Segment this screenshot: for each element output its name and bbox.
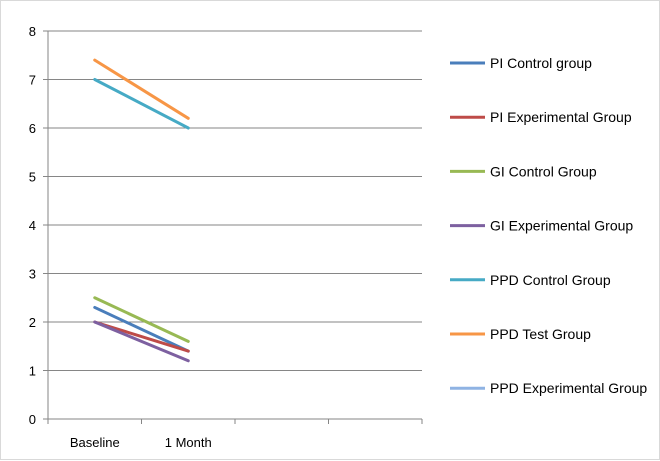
series-line [93,296,190,343]
x-tick-label: Baseline [70,435,120,450]
y-tick-label: 4 [29,218,36,233]
x-tick-label: 1 Month [165,435,212,450]
y-tick-label: 3 [29,267,36,282]
y-tick-label: 0 [29,412,36,427]
y-tick-label: 2 [29,315,36,330]
x-tick-labels: Baseline 1 Month [70,435,212,450]
y-tick-label: 8 [29,24,36,39]
legend-label: PPD Test Group [490,326,591,342]
legend-label: GI Control Group [490,163,597,179]
legend-label: PI Control group [490,55,592,71]
series-line [93,58,190,120]
legend-label: PPD Experimental Group [490,380,647,396]
series-line [93,320,190,363]
y-tick-labels: 0 1 2 3 4 5 6 7 8 [29,24,36,427]
series-line [93,305,190,353]
axes [43,30,423,424]
y-tick-label: 6 [29,121,36,136]
series-lines [93,58,190,363]
legend-label: PI Experimental Group [490,109,632,125]
legend: PI Control group PI Experimental Group GI … [450,55,647,396]
y-tick-label: 5 [29,170,36,185]
legend-label: PPD Control Group [490,272,611,288]
y-tick-label: 7 [29,73,36,88]
series-line [93,78,190,130]
y-tick-label: 1 [29,364,36,379]
legend-label: GI Experimental Group [490,218,633,234]
gridlines [48,30,422,371]
